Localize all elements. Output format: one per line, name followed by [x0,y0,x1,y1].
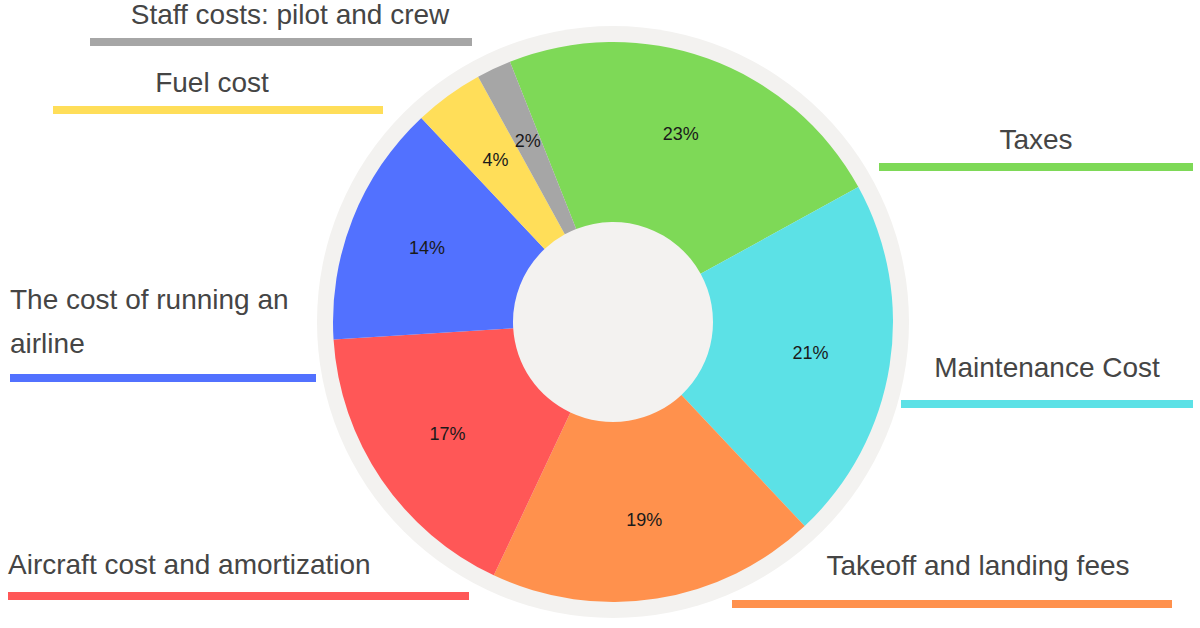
data-label: 2% [515,131,541,151]
donut-background [317,26,909,618]
data-label: 17% [430,424,466,444]
label-underline [8,592,469,600]
data-labels: 23% 21% 19% 17% 14% 4% 2% [409,124,829,530]
label-underline [879,163,1193,171]
label-underline [53,106,383,114]
label-underline [901,400,1193,408]
category-label: Takeoff and landing fees [760,544,1196,588]
data-label: 4% [482,150,508,170]
category-label: Staff costs: pilot and crew [90,0,490,37]
slices [333,42,893,602]
category-label: Aircraft cost and amortization [8,543,478,587]
data-label: 23% [663,124,699,144]
slice [478,62,576,235]
data-label: 21% [793,343,829,363]
category-label: Maintenance Cost [901,346,1193,390]
label-underline [90,38,472,46]
data-label: 19% [626,510,662,530]
label-underline [10,374,316,382]
slice [334,328,571,575]
category-label: Taxes [879,118,1193,162]
label-underline [732,600,1172,608]
data-label: 14% [409,238,445,258]
category-label: The cost of running an airline [10,278,310,366]
category-label: Fuel cost [40,61,384,105]
chart: 23% 21% 19% 17% 14% 4% 2% Taxes Maintenance Cost… [0,0,1200,628]
